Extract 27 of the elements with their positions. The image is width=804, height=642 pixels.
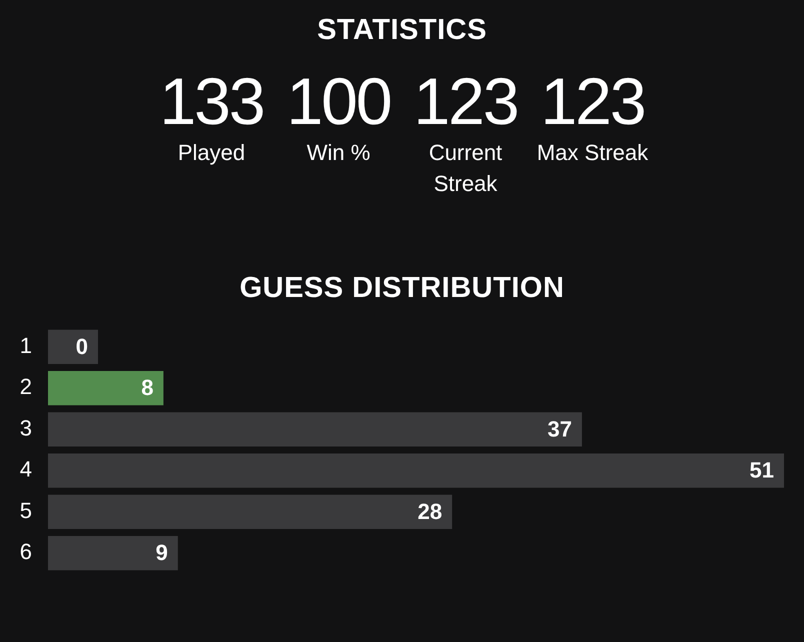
category-label: Win % [306, 139, 372, 167]
text: STATISTICS [316, 14, 488, 47]
y-tick-label: 2 [20, 374, 32, 400]
chart-title: GUESS DISTRIBUTION [238, 272, 566, 305]
y-tick-label: 4 [20, 456, 32, 482]
y-tick-label: 5 [20, 498, 32, 523]
y-tick-label: 6 [20, 539, 32, 564]
data-label: 133 [158, 64, 265, 138]
bar [48, 494, 452, 530]
data-label: 0 [76, 334, 88, 359]
data-label: 28 [418, 498, 442, 524]
bar [48, 454, 784, 488]
data-label: 123 [412, 64, 519, 138]
data-label: 123 [539, 64, 646, 138]
data-label: 9 [156, 540, 168, 566]
data-label: 100 [285, 64, 392, 138]
category-label: Current Streak [428, 139, 504, 198]
category-label: Played [176, 139, 246, 167]
bar [48, 536, 178, 570]
data-label: 51 [750, 458, 774, 483]
bar [48, 370, 164, 406]
data-label: 37 [547, 416, 572, 442]
bar [48, 412, 582, 446]
category-label: Max Streak [536, 139, 650, 167]
y-tick-label: 3 [20, 415, 32, 440]
data-label: 8 [141, 375, 154, 400]
y-tick-label: 1 [20, 332, 32, 358]
